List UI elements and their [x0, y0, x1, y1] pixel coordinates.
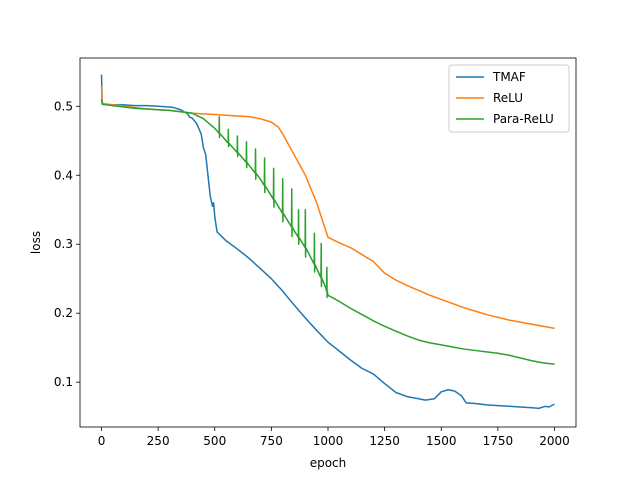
- y-tick-label: 0.4: [54, 168, 73, 182]
- x-axis-label: epoch: [310, 456, 347, 470]
- y-tick-label: 0.5: [54, 99, 73, 113]
- x-tick-label: 1000: [313, 434, 344, 448]
- y-axis-label: loss: [29, 231, 43, 254]
- legend-label: Para-ReLU: [493, 112, 554, 126]
- y-tick-label: 0.2: [54, 306, 73, 320]
- series-line-tmaf: [100, 74, 555, 410]
- x-tick-label: 1250: [369, 434, 400, 448]
- x-tick-label: 1500: [426, 434, 457, 448]
- series-lines: [100, 74, 555, 410]
- legend: TMAF ReLU Para-ReLU: [448, 64, 570, 133]
- x-axis-ticks: 0 250 500 750 1000 1250 1500 1750 2000: [98, 427, 570, 448]
- legend-label: ReLU: [493, 91, 523, 105]
- legend-label: TMAF: [492, 70, 526, 84]
- x-tick-label: 500: [203, 434, 226, 448]
- series-line-para-relu: [100, 99, 555, 365]
- x-tick-label: 1750: [483, 434, 514, 448]
- x-tick-label: 750: [260, 434, 283, 448]
- y-tick-label: 0.3: [54, 237, 73, 251]
- x-tick-label: 0: [98, 434, 106, 448]
- x-tick-label: 250: [147, 434, 170, 448]
- legend-box: [448, 64, 570, 133]
- x-tick-label: 2000: [539, 434, 570, 448]
- y-axis-ticks: 0.1 0.2 0.3 0.4 0.5: [54, 99, 80, 389]
- y-tick-label: 0.1: [54, 375, 73, 389]
